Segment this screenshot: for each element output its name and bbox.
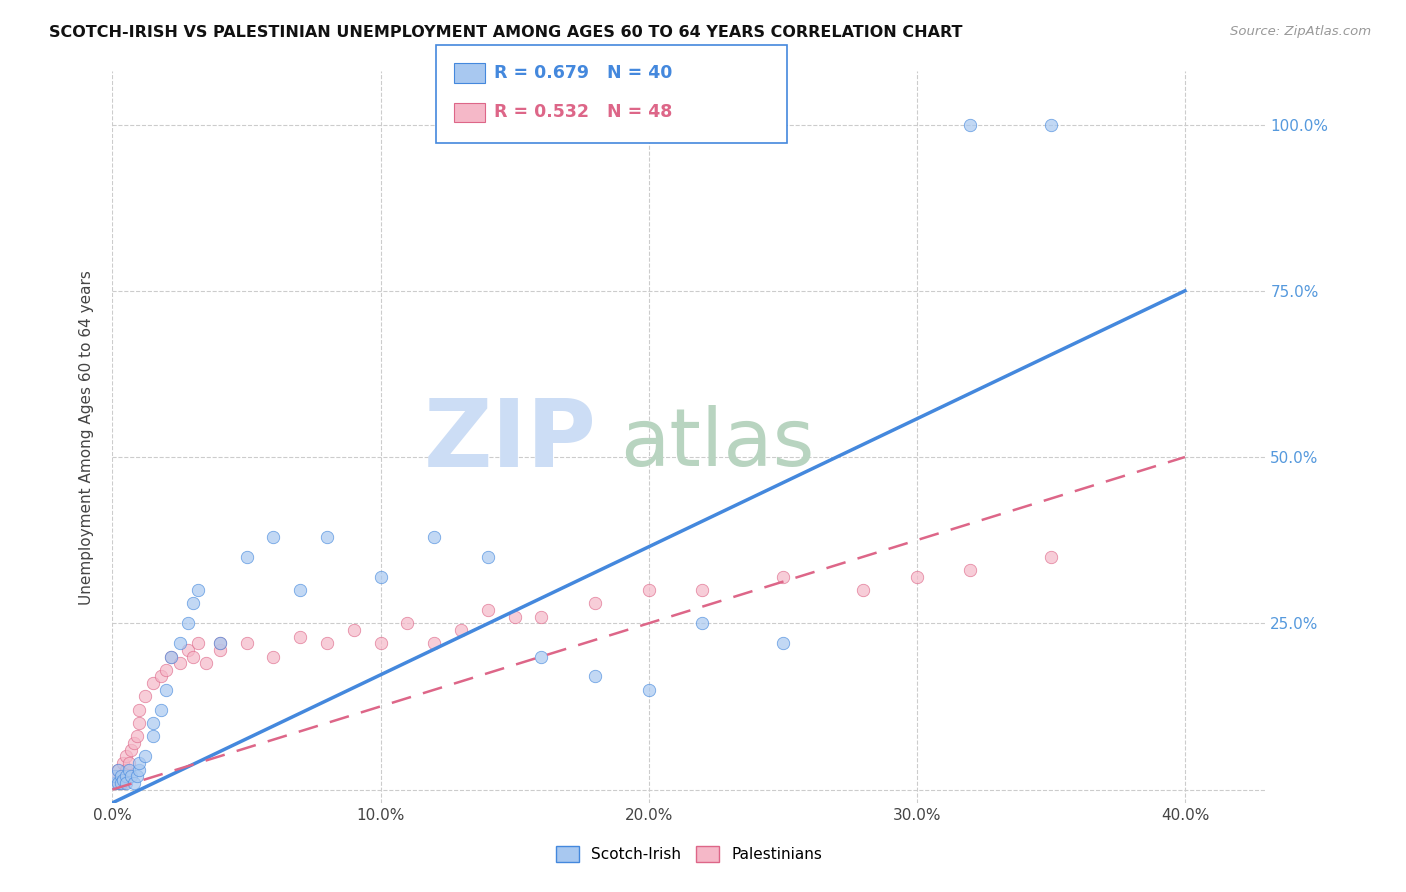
Point: [530, 649, 553, 664]
Point: [134, 690, 156, 704]
Point: [149, 703, 172, 717]
Point: [181, 649, 204, 664]
Point: [149, 669, 172, 683]
Point: [288, 582, 311, 597]
Point: [959, 563, 981, 577]
Point: [262, 649, 284, 664]
Point: [852, 582, 875, 597]
Point: [128, 716, 150, 731]
Point: [117, 763, 139, 777]
Point: [142, 729, 165, 743]
Point: [169, 656, 191, 670]
Point: [692, 582, 714, 597]
Point: [772, 570, 794, 584]
Point: [235, 549, 257, 564]
Legend: Scotch-Irish, Palestinians: Scotch-Irish, Palestinians: [550, 840, 828, 868]
Point: [450, 623, 472, 637]
Point: [110, 776, 132, 790]
Text: Source: ZipAtlas.com: Source: ZipAtlas.com: [1230, 25, 1371, 38]
Text: atlas: atlas: [620, 405, 814, 483]
Point: [1039, 549, 1062, 564]
Point: [477, 603, 499, 617]
Point: [115, 763, 138, 777]
Point: [115, 776, 138, 790]
Point: [370, 570, 392, 584]
Point: [120, 742, 142, 756]
Point: [208, 636, 231, 650]
Point: [134, 749, 156, 764]
Point: [125, 729, 148, 743]
Point: [637, 682, 659, 697]
Point: [772, 636, 794, 650]
Point: [583, 669, 606, 683]
Point: [316, 636, 339, 650]
Point: [107, 776, 129, 790]
Point: [530, 609, 553, 624]
Point: [104, 769, 127, 783]
Point: [120, 769, 142, 783]
Point: [142, 716, 165, 731]
Point: [112, 772, 135, 787]
Point: [208, 636, 231, 650]
Y-axis label: Unemployment Among Ages 60 to 64 years: Unemployment Among Ages 60 to 64 years: [79, 269, 94, 605]
Point: [1039, 118, 1062, 132]
Point: [128, 763, 150, 777]
Point: [104, 776, 127, 790]
Point: [115, 749, 138, 764]
Point: [905, 570, 928, 584]
Point: [181, 596, 204, 610]
Point: [122, 736, 145, 750]
Point: [396, 616, 419, 631]
Point: [155, 682, 177, 697]
Point: [583, 596, 606, 610]
Point: [142, 676, 165, 690]
Point: [122, 776, 145, 790]
Point: [637, 582, 659, 597]
Point: [160, 649, 183, 664]
Text: SCOTCH-IRISH VS PALESTINIAN UNEMPLOYMENT AMONG AGES 60 TO 64 YEARS CORRELATION C: SCOTCH-IRISH VS PALESTINIAN UNEMPLOYMENT…: [49, 25, 963, 40]
Point: [128, 703, 150, 717]
Text: ZIP: ZIP: [423, 395, 596, 487]
Point: [107, 763, 129, 777]
Point: [235, 636, 257, 650]
Point: [104, 776, 127, 790]
Point: [187, 636, 209, 650]
Point: [112, 756, 135, 770]
Point: [160, 649, 183, 664]
Point: [187, 582, 209, 597]
Point: [316, 530, 339, 544]
Point: [110, 772, 132, 787]
Point: [169, 636, 191, 650]
Point: [343, 623, 366, 637]
Point: [107, 763, 129, 777]
Point: [115, 769, 138, 783]
Text: R = 0.532   N = 48: R = 0.532 N = 48: [494, 103, 672, 121]
Point: [176, 643, 198, 657]
Point: [208, 643, 231, 657]
Point: [104, 769, 127, 783]
Point: [692, 616, 714, 631]
Point: [423, 530, 446, 544]
Point: [423, 636, 446, 650]
Point: [128, 756, 150, 770]
Point: [110, 769, 132, 783]
Point: [477, 549, 499, 564]
Point: [288, 630, 311, 644]
Point: [959, 118, 981, 132]
Point: [112, 776, 135, 790]
Point: [262, 530, 284, 544]
Point: [107, 776, 129, 790]
Point: [110, 769, 132, 783]
Point: [155, 663, 177, 677]
Text: R = 0.679   N = 40: R = 0.679 N = 40: [494, 64, 672, 82]
Point: [370, 636, 392, 650]
Point: [117, 756, 139, 770]
Point: [195, 656, 218, 670]
Point: [125, 769, 148, 783]
Point: [503, 609, 526, 624]
Point: [176, 616, 198, 631]
